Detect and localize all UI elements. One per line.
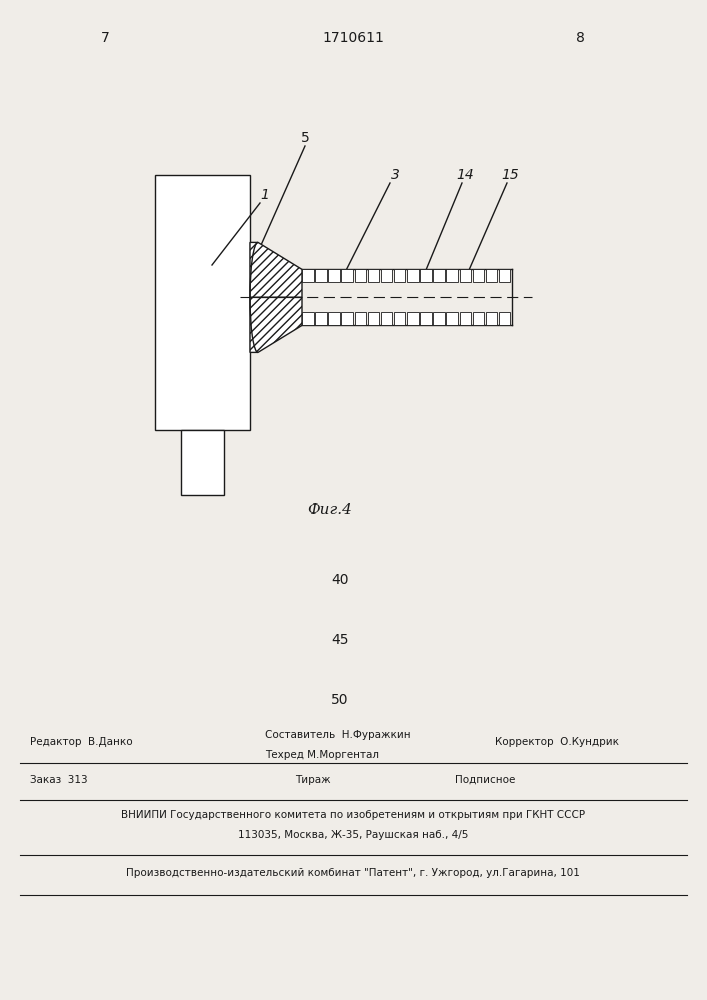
Text: 14: 14 <box>456 168 474 182</box>
Polygon shape <box>315 312 327 325</box>
Polygon shape <box>486 312 497 325</box>
Polygon shape <box>250 242 302 297</box>
Text: 8: 8 <box>575 31 585 45</box>
Text: 1: 1 <box>261 188 269 202</box>
Text: Тираж: Тираж <box>295 775 331 785</box>
Polygon shape <box>407 269 419 282</box>
Text: Корректор  О.Кундрик: Корректор О.Кундрик <box>495 737 619 747</box>
Text: 5: 5 <box>300 131 310 145</box>
Polygon shape <box>328 269 340 282</box>
Polygon shape <box>381 269 392 282</box>
Text: Техред М.Моргентал: Техред М.Моргентал <box>265 750 379 760</box>
Text: Составитель  Н.Фуражкин: Составитель Н.Фуражкин <box>265 730 411 740</box>
Polygon shape <box>368 269 379 282</box>
Bar <box>155 175 250 430</box>
Polygon shape <box>315 269 327 282</box>
Polygon shape <box>341 269 353 282</box>
Text: 113035, Москва, Ж-35, Раушская наб., 4/5: 113035, Москва, Ж-35, Раушская наб., 4/5 <box>238 830 468 840</box>
Text: 40: 40 <box>332 573 349 587</box>
Polygon shape <box>433 312 445 325</box>
Polygon shape <box>250 297 302 352</box>
Polygon shape <box>381 312 392 325</box>
Polygon shape <box>420 312 432 325</box>
Polygon shape <box>394 269 405 282</box>
Polygon shape <box>394 312 405 325</box>
Polygon shape <box>472 269 484 282</box>
Text: 50: 50 <box>332 693 349 707</box>
Text: Заказ  313: Заказ 313 <box>30 775 88 785</box>
Text: ВНИИПИ Государственного комитета по изобретениям и открытиям при ГКНТ СССР: ВНИИПИ Государственного комитета по изоб… <box>121 810 585 820</box>
Text: 7: 7 <box>100 31 110 45</box>
Polygon shape <box>420 269 432 282</box>
Text: 1710611: 1710611 <box>322 31 384 45</box>
Polygon shape <box>354 269 366 282</box>
Polygon shape <box>446 312 458 325</box>
Polygon shape <box>460 269 471 282</box>
Polygon shape <box>407 312 419 325</box>
Text: 3: 3 <box>390 168 399 182</box>
Text: Производственно-издательский комбинат "Патент", г. Ужгород, ул.Гагарина, 101: Производственно-издательский комбинат "П… <box>126 868 580 878</box>
Bar <box>181 430 224 495</box>
Text: Фиг.4: Фиг.4 <box>308 503 352 517</box>
Polygon shape <box>499 312 510 325</box>
Polygon shape <box>460 312 471 325</box>
Text: 45: 45 <box>332 633 349 647</box>
Polygon shape <box>328 312 340 325</box>
Polygon shape <box>433 269 445 282</box>
Polygon shape <box>302 312 313 325</box>
Text: Подписное: Подписное <box>455 775 515 785</box>
Polygon shape <box>472 312 484 325</box>
Polygon shape <box>341 312 353 325</box>
Polygon shape <box>354 312 366 325</box>
Polygon shape <box>486 269 497 282</box>
Text: 15: 15 <box>501 168 519 182</box>
Polygon shape <box>499 269 510 282</box>
Polygon shape <box>368 312 379 325</box>
Polygon shape <box>302 269 313 282</box>
Text: Редактор  В.Данко: Редактор В.Данко <box>30 737 133 747</box>
Polygon shape <box>446 269 458 282</box>
